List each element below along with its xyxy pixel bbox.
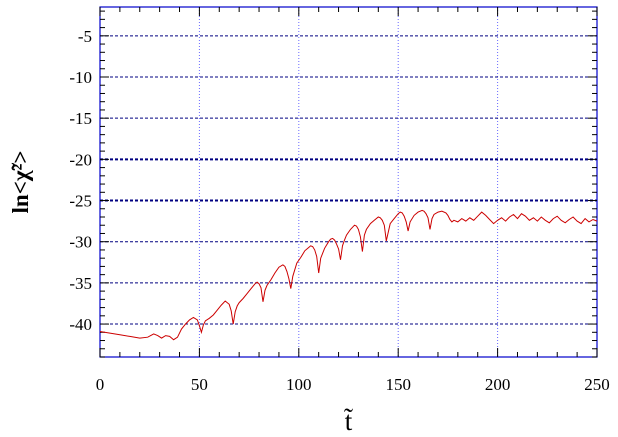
tick-label-layer: 0 50 100 150 200 250 -5 -10 -15 -20 -25 -30 -35 -40 <box>69 27 609 394</box>
x-tick-label-50: 50 <box>191 375 208 394</box>
x-axis-title: t̃ <box>344 406 353 436</box>
grid-layer <box>100 7 597 357</box>
y-tick-label--40: -40 <box>69 315 92 334</box>
minor-tick-layer <box>99 7 598 358</box>
x-tick-label-250: 250 <box>584 375 610 394</box>
x-tick-label-150: 150 <box>385 375 411 394</box>
plot-frame <box>99 6 598 358</box>
y-tick-label--20: -20 <box>69 150 92 169</box>
y-tick-label--35: -35 <box>69 274 92 293</box>
y-tick-label--25: -25 <box>69 192 92 211</box>
x-tick-label-0: 0 <box>96 375 105 394</box>
x-tick-label-200: 200 <box>485 375 511 394</box>
y-tick-label--30: -30 <box>69 233 92 252</box>
x-tick-label-100: 100 <box>286 375 312 394</box>
y-tick-label--10: -10 <box>69 68 92 87</box>
y-axis-title: ln<χ̃²> <box>8 151 33 214</box>
y-tick-label--15: -15 <box>69 109 92 128</box>
series-line <box>99 209 598 341</box>
y-tick-label--5: -5 <box>78 27 92 46</box>
